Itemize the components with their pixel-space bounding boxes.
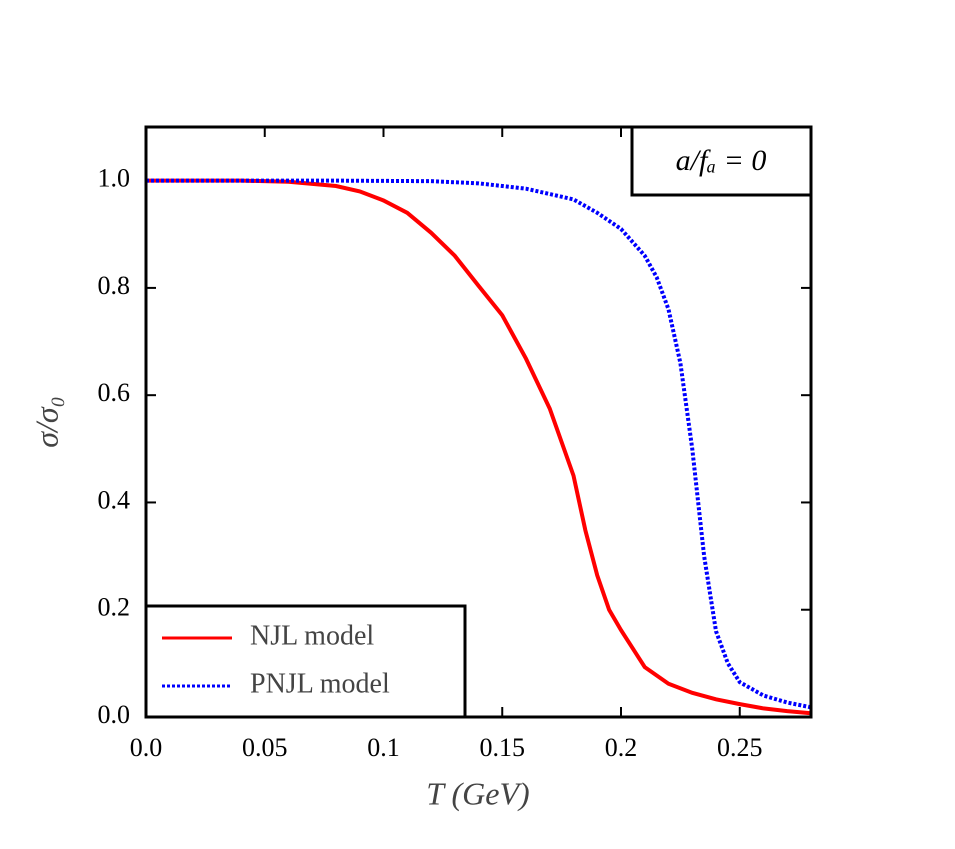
y-tick-label: 1.0 [98, 164, 131, 193]
plot-frame [144, 125, 813, 719]
y-tick-label: 0.4 [98, 485, 131, 514]
legend-box [144, 604, 467, 719]
series-line [146, 178, 812, 716]
x-tick-label: 0.1 [367, 733, 400, 762]
y-tick-label: 0.6 [98, 378, 131, 407]
series-line [146, 178, 812, 710]
legend-label: NJL model [250, 620, 374, 651]
y-tick-label: 0.0 [98, 700, 131, 729]
y-tick-label: 0.8 [98, 271, 131, 300]
annotation: a/fₐ = 0 [676, 144, 767, 177]
y-axis-label: σ/σ₀ [28, 396, 64, 448]
y-tick-label: 0.2 [98, 593, 131, 622]
legend-label: PNJL model [250, 668, 390, 699]
x-axis-label: T (GeV) [426, 775, 529, 811]
x-tick-label: 0.2 [605, 733, 638, 762]
x-tick-label: 0.15 [480, 733, 526, 762]
x-tick-label: 0.25 [717, 733, 763, 762]
x-tick-label: 0.0 [130, 733, 163, 762]
x-tick-label: 0.05 [242, 733, 288, 762]
annotation-box [630, 125, 813, 197]
